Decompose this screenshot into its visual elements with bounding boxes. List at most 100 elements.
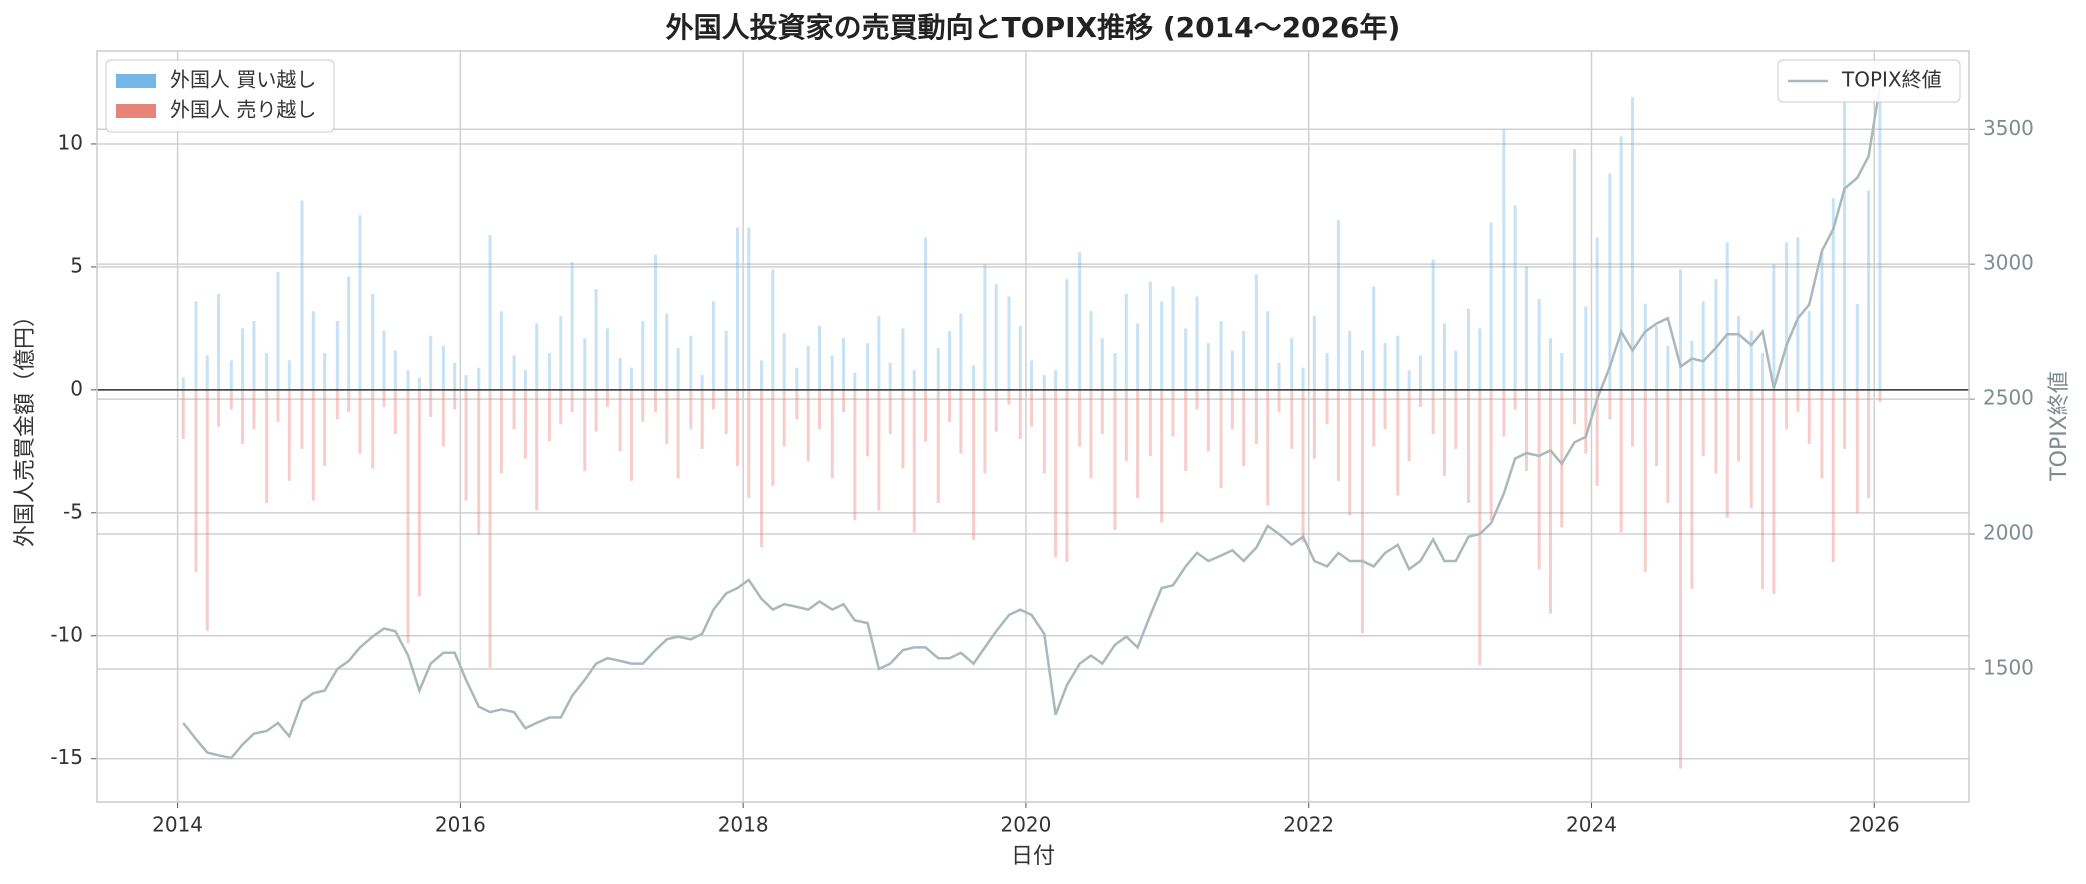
bar [1348, 389, 1352, 516]
bar [1160, 301, 1164, 390]
bar [1524, 389, 1528, 472]
bar [924, 237, 928, 390]
y-tick-label: 5 [70, 253, 83, 277]
bar [1630, 97, 1634, 390]
bar [1325, 352, 1329, 390]
bar [265, 389, 269, 503]
bar [1054, 370, 1058, 390]
bar [1042, 375, 1046, 390]
bar [641, 321, 645, 390]
bar [265, 352, 269, 390]
bar [512, 389, 516, 430]
bar [724, 389, 728, 435]
y2-axis-label: TOPIX終値 [2047, 371, 2072, 482]
bar [1254, 274, 1258, 390]
bar [406, 370, 410, 390]
bar [605, 389, 609, 408]
bar [1560, 352, 1564, 390]
bar [1679, 269, 1683, 390]
bar [806, 389, 810, 462]
bar [1643, 389, 1647, 572]
bar [1679, 389, 1683, 769]
bar [1065, 389, 1069, 562]
bar [181, 389, 185, 440]
bar [1336, 220, 1340, 390]
bar [570, 261, 574, 390]
bar [371, 389, 375, 469]
bar [689, 335, 693, 390]
bar [1442, 323, 1446, 390]
bar [605, 328, 609, 390]
bar [1725, 242, 1729, 390]
bar [795, 389, 799, 420]
bar [1666, 389, 1670, 503]
y2-tick-label: 3500 [1983, 116, 2034, 140]
bar [1761, 352, 1765, 390]
bar [665, 313, 669, 390]
bar [1124, 293, 1128, 390]
bar [1466, 389, 1470, 503]
bar [1630, 389, 1634, 447]
bar [1230, 389, 1234, 430]
bar [1136, 323, 1140, 390]
legend [105, 59, 335, 133]
bar [1065, 279, 1069, 390]
bar [323, 352, 327, 390]
bar [583, 389, 587, 472]
bar [1573, 148, 1577, 390]
bar [842, 389, 846, 412]
bar [747, 227, 751, 390]
bar [523, 389, 527, 459]
bar [1312, 316, 1316, 390]
bar [300, 200, 304, 390]
bar [1454, 350, 1458, 390]
bar [252, 321, 256, 390]
bar [665, 389, 669, 444]
bar [1266, 389, 1270, 506]
bar [760, 360, 764, 390]
bar [441, 389, 445, 447]
x-tick-label: 2024 [1566, 813, 1617, 837]
bar [1785, 389, 1789, 430]
bar [994, 389, 998, 432]
bar [1290, 338, 1294, 390]
bar [901, 328, 905, 390]
bar [1089, 389, 1093, 479]
bar [1242, 389, 1246, 467]
legend-label: 外国人 売り越し [170, 98, 316, 122]
bar [1478, 328, 1482, 390]
bar [1148, 389, 1152, 457]
bar [1136, 389, 1140, 499]
bar [1113, 389, 1117, 531]
bar [1690, 340, 1694, 390]
bar [1513, 389, 1517, 410]
bar [382, 389, 386, 408]
bar [287, 389, 291, 481]
bar [866, 389, 870, 457]
bar [1772, 264, 1776, 390]
bar [1431, 389, 1435, 435]
bar [311, 389, 315, 501]
bar [229, 389, 233, 410]
x-tick-label: 2014 [152, 813, 203, 837]
bar [866, 343, 870, 390]
bar [1254, 389, 1258, 444]
bar [877, 316, 881, 390]
bar [972, 365, 976, 390]
bar [1372, 389, 1376, 447]
bar [1796, 389, 1800, 412]
bar [417, 389, 421, 597]
bar [217, 389, 221, 427]
bar [1030, 360, 1034, 390]
bar [488, 389, 492, 668]
bar [1219, 389, 1223, 489]
bar [760, 389, 764, 548]
bar [1372, 286, 1376, 390]
bar [948, 389, 952, 422]
legend-label: TOPIX終値 [1841, 68, 1942, 92]
bar [1336, 389, 1340, 481]
bar [1195, 296, 1199, 390]
bar [912, 389, 916, 533]
